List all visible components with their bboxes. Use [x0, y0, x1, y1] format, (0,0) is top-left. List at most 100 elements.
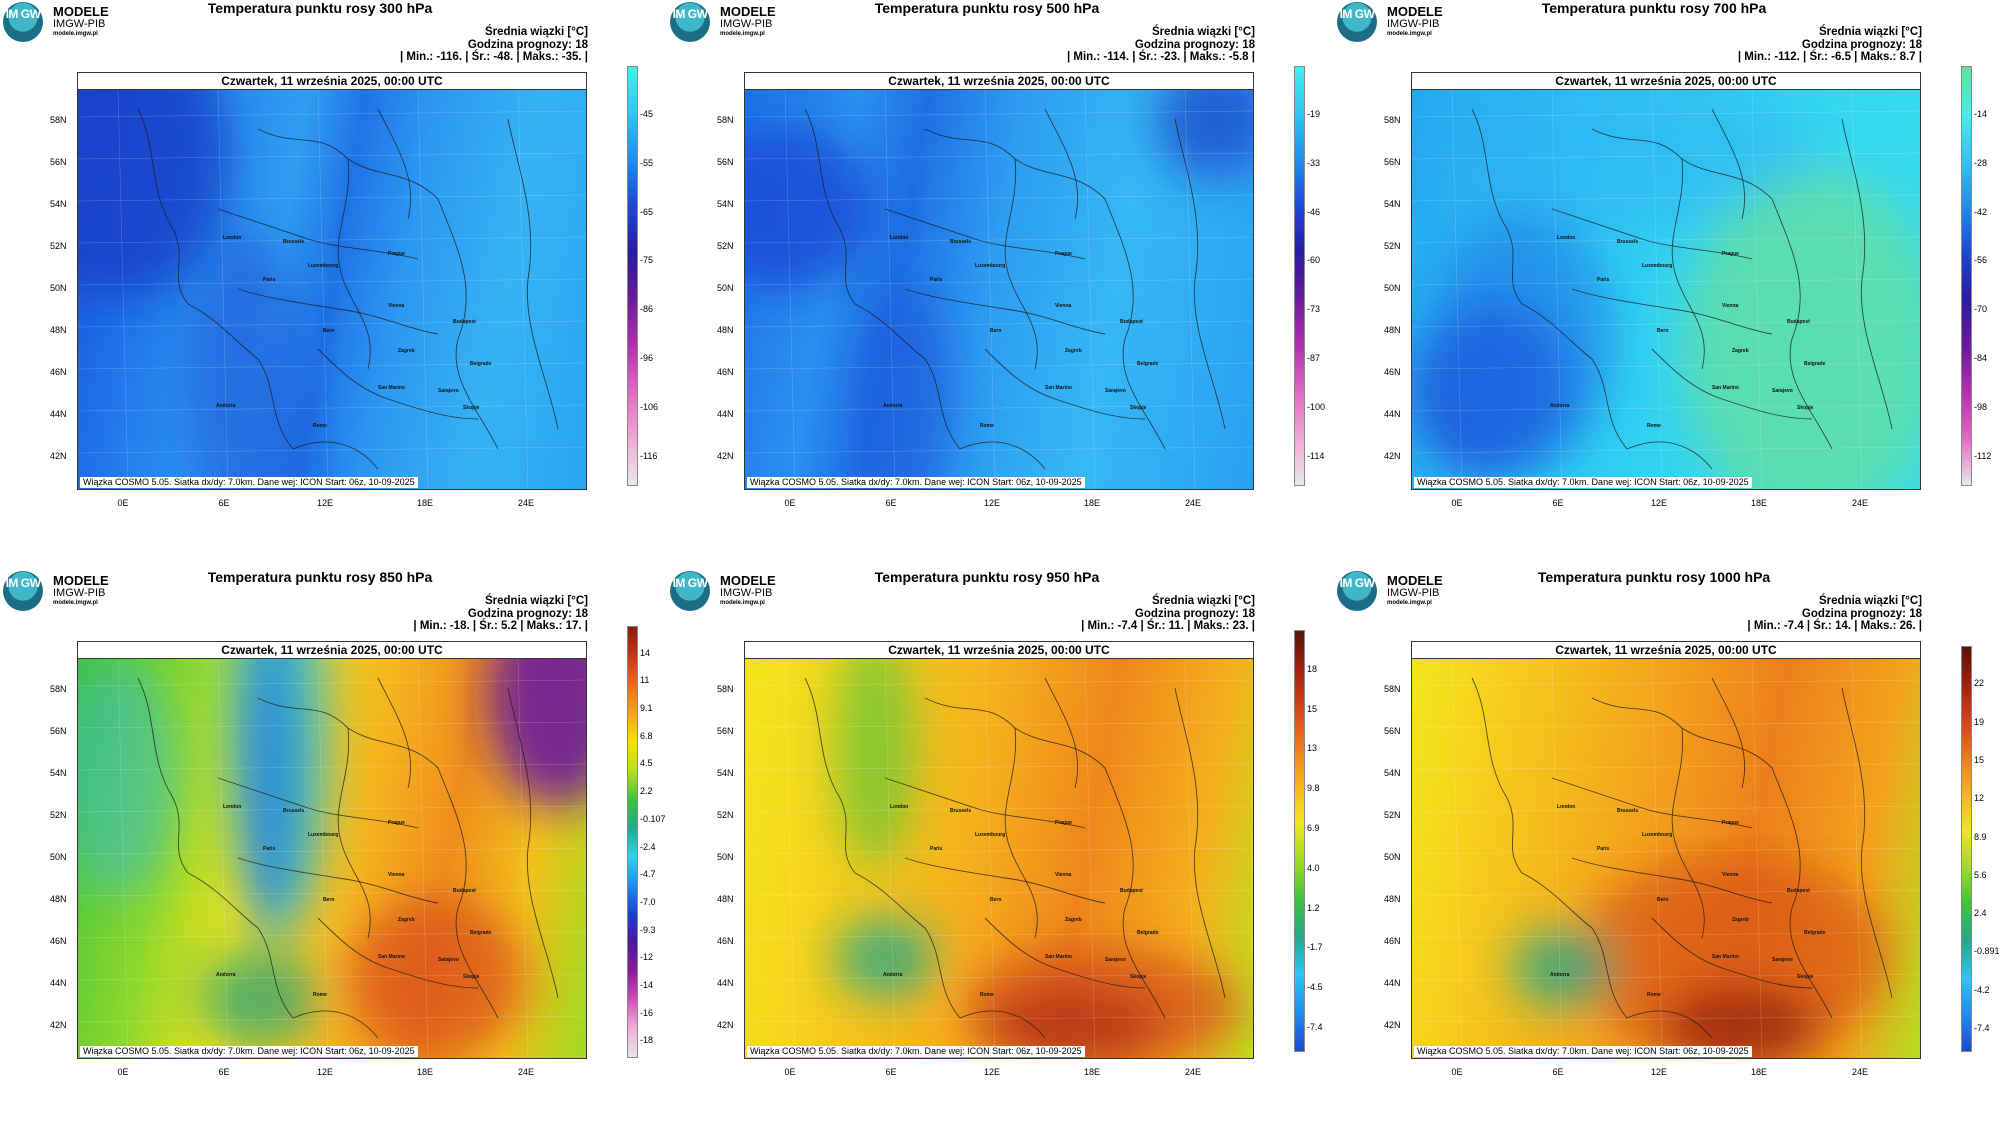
colorbar-tick: -14	[1974, 108, 1988, 119]
ensemble-stats: Średnia wiązki [°C] Godzina prognozy: 18…	[1067, 26, 1255, 64]
minmax-label: | Min.: -114. | Śr.: -23. | Maks.: -5.8 …	[1067, 51, 1255, 63]
colorbar-tick: -60	[1307, 255, 1321, 266]
city-label: San Marino	[1045, 385, 1072, 391]
city-label: Zagreb	[398, 348, 415, 354]
city-label: Andorra	[216, 403, 236, 409]
city-label: Zagreb	[1065, 917, 1082, 923]
imgw-logo[interactable]: IM GW MODELE IMGW-PIB modele.imgw.pl	[1337, 2, 1487, 42]
colorbar-tick: -100	[1307, 401, 1326, 412]
lat-label: 58N	[1384, 115, 1401, 125]
lat-label: 56N	[50, 157, 67, 167]
city-label: Bern	[323, 328, 334, 334]
dewpoint-field: London Brussels Luxembourg Paris Prague Vienn…	[745, 658, 1253, 1058]
city-label: Prague	[1055, 251, 1072, 257]
imgw-logo[interactable]: IM GW MODELE IMGW-PIB modele.imgw.pl	[670, 2, 820, 42]
lon-label: 12E	[983, 498, 1000, 508]
city-label: Vienna	[1055, 303, 1072, 309]
colorbar-tick: 2.2	[640, 786, 653, 797]
lon-label: 24E	[1851, 1067, 1868, 1077]
colorbar-tick: 4.5	[640, 758, 653, 769]
logo-url[interactable]: modele.imgw.pl	[720, 31, 765, 37]
colorbar-tick: 11	[640, 675, 650, 686]
city-label: Sarajevo	[1772, 388, 1793, 394]
logo-subtitle: IMGW-PIB	[53, 18, 106, 30]
imgw-logo[interactable]: IM GW MODELE IMGW-PIB modele.imgw.pl	[670, 571, 820, 611]
colorbar-tick: -106	[640, 401, 659, 412]
imgw-logo[interactable]: IM GW MODELE IMGW-PIB modele.imgw.pl	[3, 2, 153, 42]
colorbar-tick: 15	[1974, 754, 1985, 765]
city-label: Andorra	[883, 972, 903, 978]
city-label: Zagreb	[1065, 348, 1082, 354]
imgw-logo-icon: IM GW	[3, 2, 43, 42]
city-label: London	[890, 235, 908, 241]
colorbar-tick: -84	[1974, 353, 1988, 364]
lat-label: 56N	[50, 726, 67, 736]
lat-label: 54N	[1384, 768, 1401, 778]
city-label: Skopje	[463, 974, 480, 980]
lon-label: 6E	[885, 1067, 897, 1077]
lat-label: 48N	[1384, 325, 1401, 335]
lat-label: 42N	[717, 451, 734, 461]
city-label: Vienna	[1722, 872, 1739, 878]
imgw-logo-icon: IM GW	[670, 571, 710, 611]
imgw-logo[interactable]: IM GW MODELE IMGW-PIB modele.imgw.pl	[3, 571, 153, 611]
minmax-label: | Min.: -7.4 | Śr.: 11. | Maks.: 23. |	[1081, 620, 1255, 632]
lon-label: 12E	[983, 1067, 1000, 1077]
dewpoint-field: London Brussels Luxembourg Paris Prague Vienn…	[78, 658, 586, 1058]
colorbar-tick: -114	[1307, 450, 1325, 461]
city-label: Zagreb	[1732, 917, 1749, 923]
lat-label: 52N	[50, 810, 67, 820]
imgw-logo[interactable]: IM GW MODELE IMGW-PIB modele.imgw.pl	[1337, 571, 1487, 611]
forecast-hour-label: Godzina prognozy: 18	[1801, 607, 1922, 620]
lat-label: 42N	[50, 1020, 67, 1030]
forecast-hour-label: Godzina prognozy: 18	[1134, 607, 1255, 620]
lat-label: 52N	[717, 241, 734, 251]
lat-label: 50N	[50, 852, 67, 862]
forecast-panel: IM GW MODELE IMGW-PIB modele.imgw.pl Tem…	[1334, 0, 2000, 568]
lat-label: 54N	[717, 768, 734, 778]
colorbar-tick: 5.6	[1974, 869, 1987, 880]
lat-label: 48N	[50, 325, 67, 335]
city-label: Budapest	[1787, 888, 1810, 894]
lon-label: 6E	[1552, 498, 1564, 508]
colorbar-tick: -73	[1307, 304, 1321, 315]
city-label: Sarajevo	[438, 388, 459, 394]
logo-url[interactable]: modele.imgw.pl	[53, 600, 98, 606]
city-label: Skopje	[1797, 405, 1814, 411]
colorbar-tick: 13	[1307, 743, 1318, 754]
city-label: London	[223, 235, 241, 241]
city-label: Andorra	[1550, 972, 1570, 978]
lat-label: 44N	[50, 409, 67, 419]
city-label: Andorra	[216, 972, 236, 978]
lon-label: 24E	[1184, 498, 1201, 508]
colorbar-tick: -4.2	[1974, 984, 1990, 995]
lat-label: 50N	[1384, 852, 1401, 862]
lat-label: 48N	[717, 325, 734, 335]
city-label: Luxembourg	[308, 832, 338, 838]
city-label: Sarajevo	[1105, 957, 1126, 963]
lat-label: 46N	[1384, 367, 1401, 377]
lat-label: 52N	[1384, 810, 1401, 820]
city-label: Luxembourg	[975, 832, 1005, 838]
logo-title: MODELE	[1387, 4, 1443, 19]
city-label: Vienna	[388, 872, 405, 878]
lon-label: 24E	[517, 1067, 534, 1077]
colorbar-tick: -116	[640, 450, 658, 461]
logo-url[interactable]: modele.imgw.pl	[1387, 600, 1432, 606]
logo-url[interactable]: modele.imgw.pl	[53, 31, 98, 37]
model-footer: Wiązka COSMO 5.05. Siatka dx/dy: 7.0km. …	[747, 1046, 1085, 1057]
city-label: Budapest	[453, 888, 476, 894]
lat-label: 50N	[717, 283, 734, 293]
lat-label: 54N	[1384, 199, 1401, 209]
lat-label: 46N	[717, 367, 734, 377]
lat-label: 50N	[717, 852, 734, 862]
logo-url[interactable]: modele.imgw.pl	[1387, 31, 1432, 37]
lon-label: 18E	[1750, 498, 1767, 508]
city-label: Brussels	[283, 808, 304, 814]
lat-label: 56N	[1384, 157, 1401, 167]
lat-label: 58N	[717, 115, 734, 125]
city-label: Belgrade	[1804, 361, 1826, 367]
logo-url[interactable]: modele.imgw.pl	[720, 600, 765, 606]
forecast-hour-label: Godzina prognozy: 18	[1134, 38, 1255, 51]
panel-title: Temperatura punktu rosy 300 hPa	[207, 0, 433, 16]
